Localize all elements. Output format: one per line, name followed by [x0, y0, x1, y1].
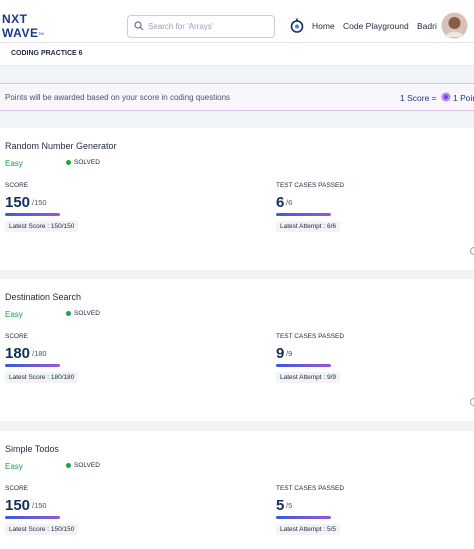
side-icon: [470, 398, 474, 406]
metric-total: /6: [286, 198, 293, 207]
breadcrumb[interactable]: CODING PRACTICE 6: [11, 50, 83, 57]
metric-label: SCORE: [5, 182, 29, 189]
metric-total: /5: [286, 501, 293, 510]
logo-bottom[interactable]: WAVE: [2, 26, 39, 40]
latest-badge: Latest Attempt : 5/5: [276, 524, 341, 535]
search-box[interactable]: Search for 'Arrays': [127, 15, 275, 38]
progress-bar: [276, 364, 331, 367]
progress-bar: [5, 213, 60, 216]
question-title[interactable]: Random Number Generator: [5, 141, 117, 151]
difficulty: Easy: [5, 462, 23, 471]
metric-value: 9: [276, 345, 285, 362]
latest-badge: Latest Score : 180/180: [5, 372, 79, 383]
side-icon: [470, 247, 474, 255]
metric-total: /150: [32, 501, 47, 510]
banner-formula-left: 1 Score =: [400, 93, 437, 103]
metric-total: /180: [32, 349, 47, 358]
metric-label: TEST CASES PASSED: [276, 485, 345, 492]
search-icon: [134, 21, 144, 31]
breadcrumb-row: CODING PRACTICE 6: [0, 43, 474, 66]
metric-label: SCORE: [5, 333, 29, 340]
metric-value: 5: [276, 497, 285, 514]
progress-bar: [276, 516, 331, 519]
progress-bar: [276, 213, 331, 216]
nav-user[interactable]: Badri: [417, 21, 437, 31]
status-dot: [66, 463, 71, 468]
metric-total: /9: [286, 349, 293, 358]
metric-label: TEST CASES PASSED: [276, 333, 345, 340]
metric-label: TEST CASES PASSED: [276, 182, 345, 189]
difficulty: Easy: [5, 159, 23, 168]
metric-value: 180: [5, 345, 31, 362]
question-card[interactable]: Random Number Generator Easy SOLVED SCORE 15…: [0, 128, 474, 270]
timer-icon[interactable]: [290, 18, 304, 33]
logo-top[interactable]: NXT: [2, 12, 28, 26]
difficulty: Easy: [5, 310, 23, 319]
banner: Points will be awarded based on your sco…: [0, 83, 474, 111]
question-card[interactable]: Destination Search Easy SOLVED SCORE 180/180…: [0, 279, 474, 421]
metric-value: 6: [276, 194, 285, 211]
avatar[interactable]: [441, 12, 468, 39]
status-dot: [66, 160, 71, 165]
banner-formula-right: 1 Point: [453, 93, 474, 103]
latest-badge: Latest Score : 150/150: [5, 524, 79, 535]
question-card[interactable]: Simple Todos Easy SOLVED SCORE 150/150 Latest…: [0, 431, 474, 549]
point-icon: [441, 92, 451, 102]
banner-text: Points will be awarded based on your sco…: [5, 93, 231, 102]
progress-bar: [5, 364, 60, 367]
status: SOLVED: [74, 310, 100, 317]
question-title[interactable]: Simple Todos: [5, 444, 59, 454]
question-title[interactable]: Destination Search: [5, 292, 82, 302]
header: NXT WAVE TM Search for 'Arrays' Home Cod…: [0, 0, 474, 43]
status-dot: [66, 311, 71, 316]
logo-tm: TM: [38, 31, 44, 36]
status: SOLVED: [74, 159, 100, 166]
search-placeholder: Search for 'Arrays': [148, 22, 214, 31]
latest-badge: Latest Attempt : 9/9: [276, 372, 341, 383]
metric-label: SCORE: [5, 485, 29, 492]
nav-playground[interactable]: Code Playground: [343, 21, 409, 31]
metric-value: 150: [5, 194, 31, 211]
latest-badge: Latest Attempt : 6/6: [276, 221, 341, 232]
progress-bar: [5, 516, 60, 519]
metric-total: /150: [32, 198, 47, 207]
metric-value: 150: [5, 497, 31, 514]
status: SOLVED: [74, 462, 100, 469]
nav-home[interactable]: Home: [312, 21, 335, 31]
latest-badge: Latest Score : 150/150: [5, 221, 79, 232]
